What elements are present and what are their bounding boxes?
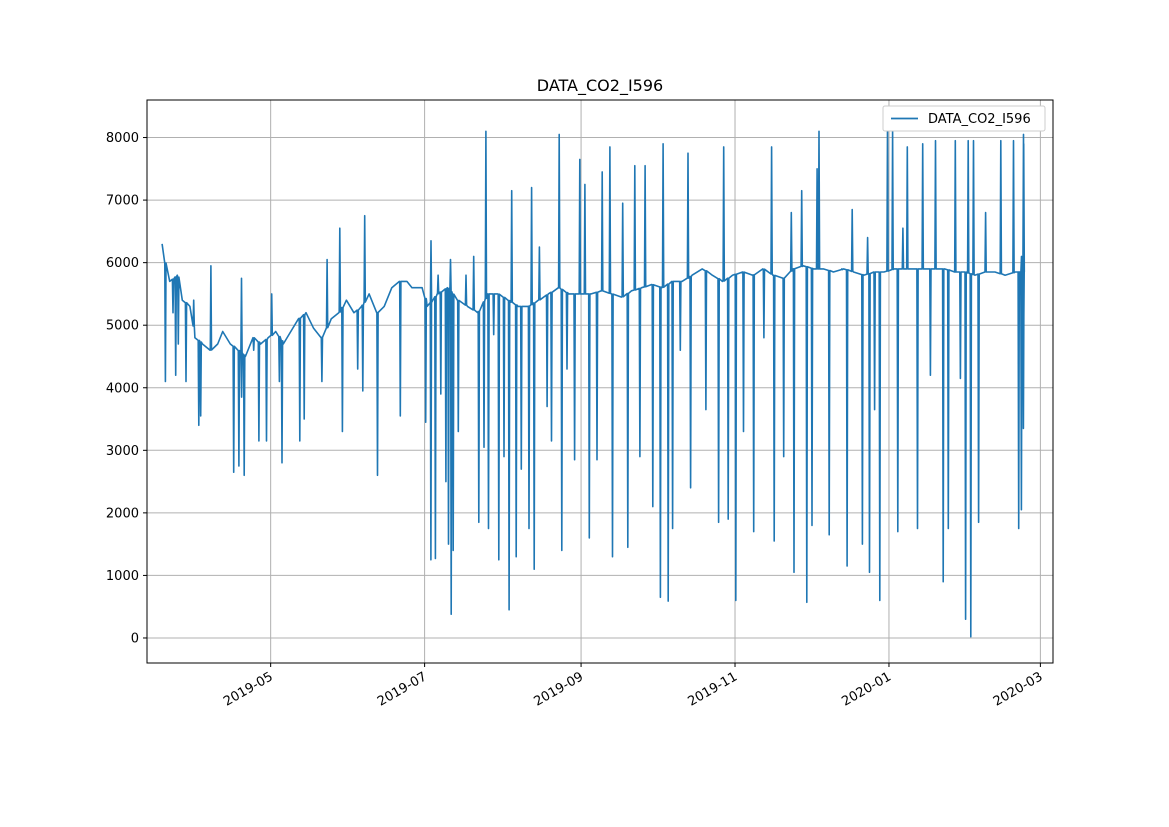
legend-label: DATA_CO2_I596 [928, 112, 1031, 127]
y-tick-label: 6000 [106, 256, 139, 271]
legend-box [882, 105, 1046, 132]
y-tick-label: 4000 [106, 381, 139, 396]
y-tick-label: 2000 [106, 506, 139, 521]
plot-area [161, 127, 1026, 638]
y-tick-label: 1000 [106, 569, 139, 584]
y-tick-label: 5000 [106, 319, 139, 334]
grid-lines [147, 100, 1053, 663]
y-tick-label: 8000 [106, 131, 139, 146]
chart-title: DATA_CO2_I596 [537, 76, 663, 96]
series-line-data-co2-i596 [161, 127, 1026, 638]
y-tick-label: 3000 [106, 444, 139, 459]
y-tick-label: 0 [131, 631, 139, 646]
legend: DATA_CO2_I596 [882, 105, 1046, 132]
y-tick-label: 7000 [106, 194, 139, 209]
axes-frame [146, 99, 1054, 664]
y-axis: 0 1000 2000 3000 4000 5000 6000 7000 8000 [106, 131, 147, 646]
